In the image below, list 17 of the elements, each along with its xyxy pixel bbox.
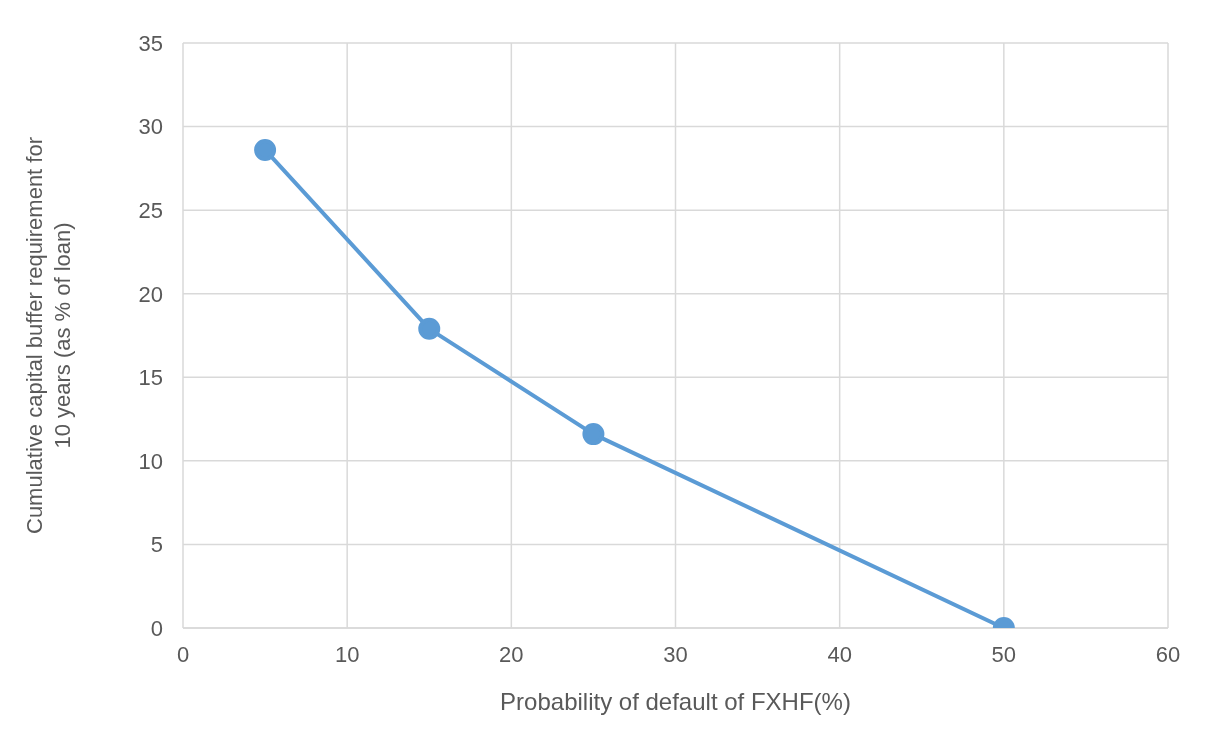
x-tick-label: 30 <box>663 641 688 667</box>
x-tick-label: 50 <box>991 641 1017 667</box>
y-tick-label: 25 <box>138 197 163 223</box>
y-tick-label: 35 <box>138 30 163 56</box>
y-tick-label: 0 <box>150 615 163 641</box>
x-axis-title: Probability of default of FXHF(%) <box>500 688 851 715</box>
y-tick-label: 5 <box>150 532 163 558</box>
y-tick-label: 30 <box>138 114 163 140</box>
x-tick-label: 20 <box>499 641 524 667</box>
y-tick-label: 10 <box>138 448 163 474</box>
y-axis-title: Cumulative capital buffer requirement for 10 years (as % of loan) <box>22 136 75 535</box>
y-tick-label: 15 <box>138 365 163 391</box>
x-tick-label: 60 <box>1155 641 1181 667</box>
x-tick-label: 0 <box>176 641 190 667</box>
x-tick-label: 10 <box>334 641 360 667</box>
y-tick-label: 20 <box>138 281 163 307</box>
x-tick-label: 40 <box>827 641 852 667</box>
